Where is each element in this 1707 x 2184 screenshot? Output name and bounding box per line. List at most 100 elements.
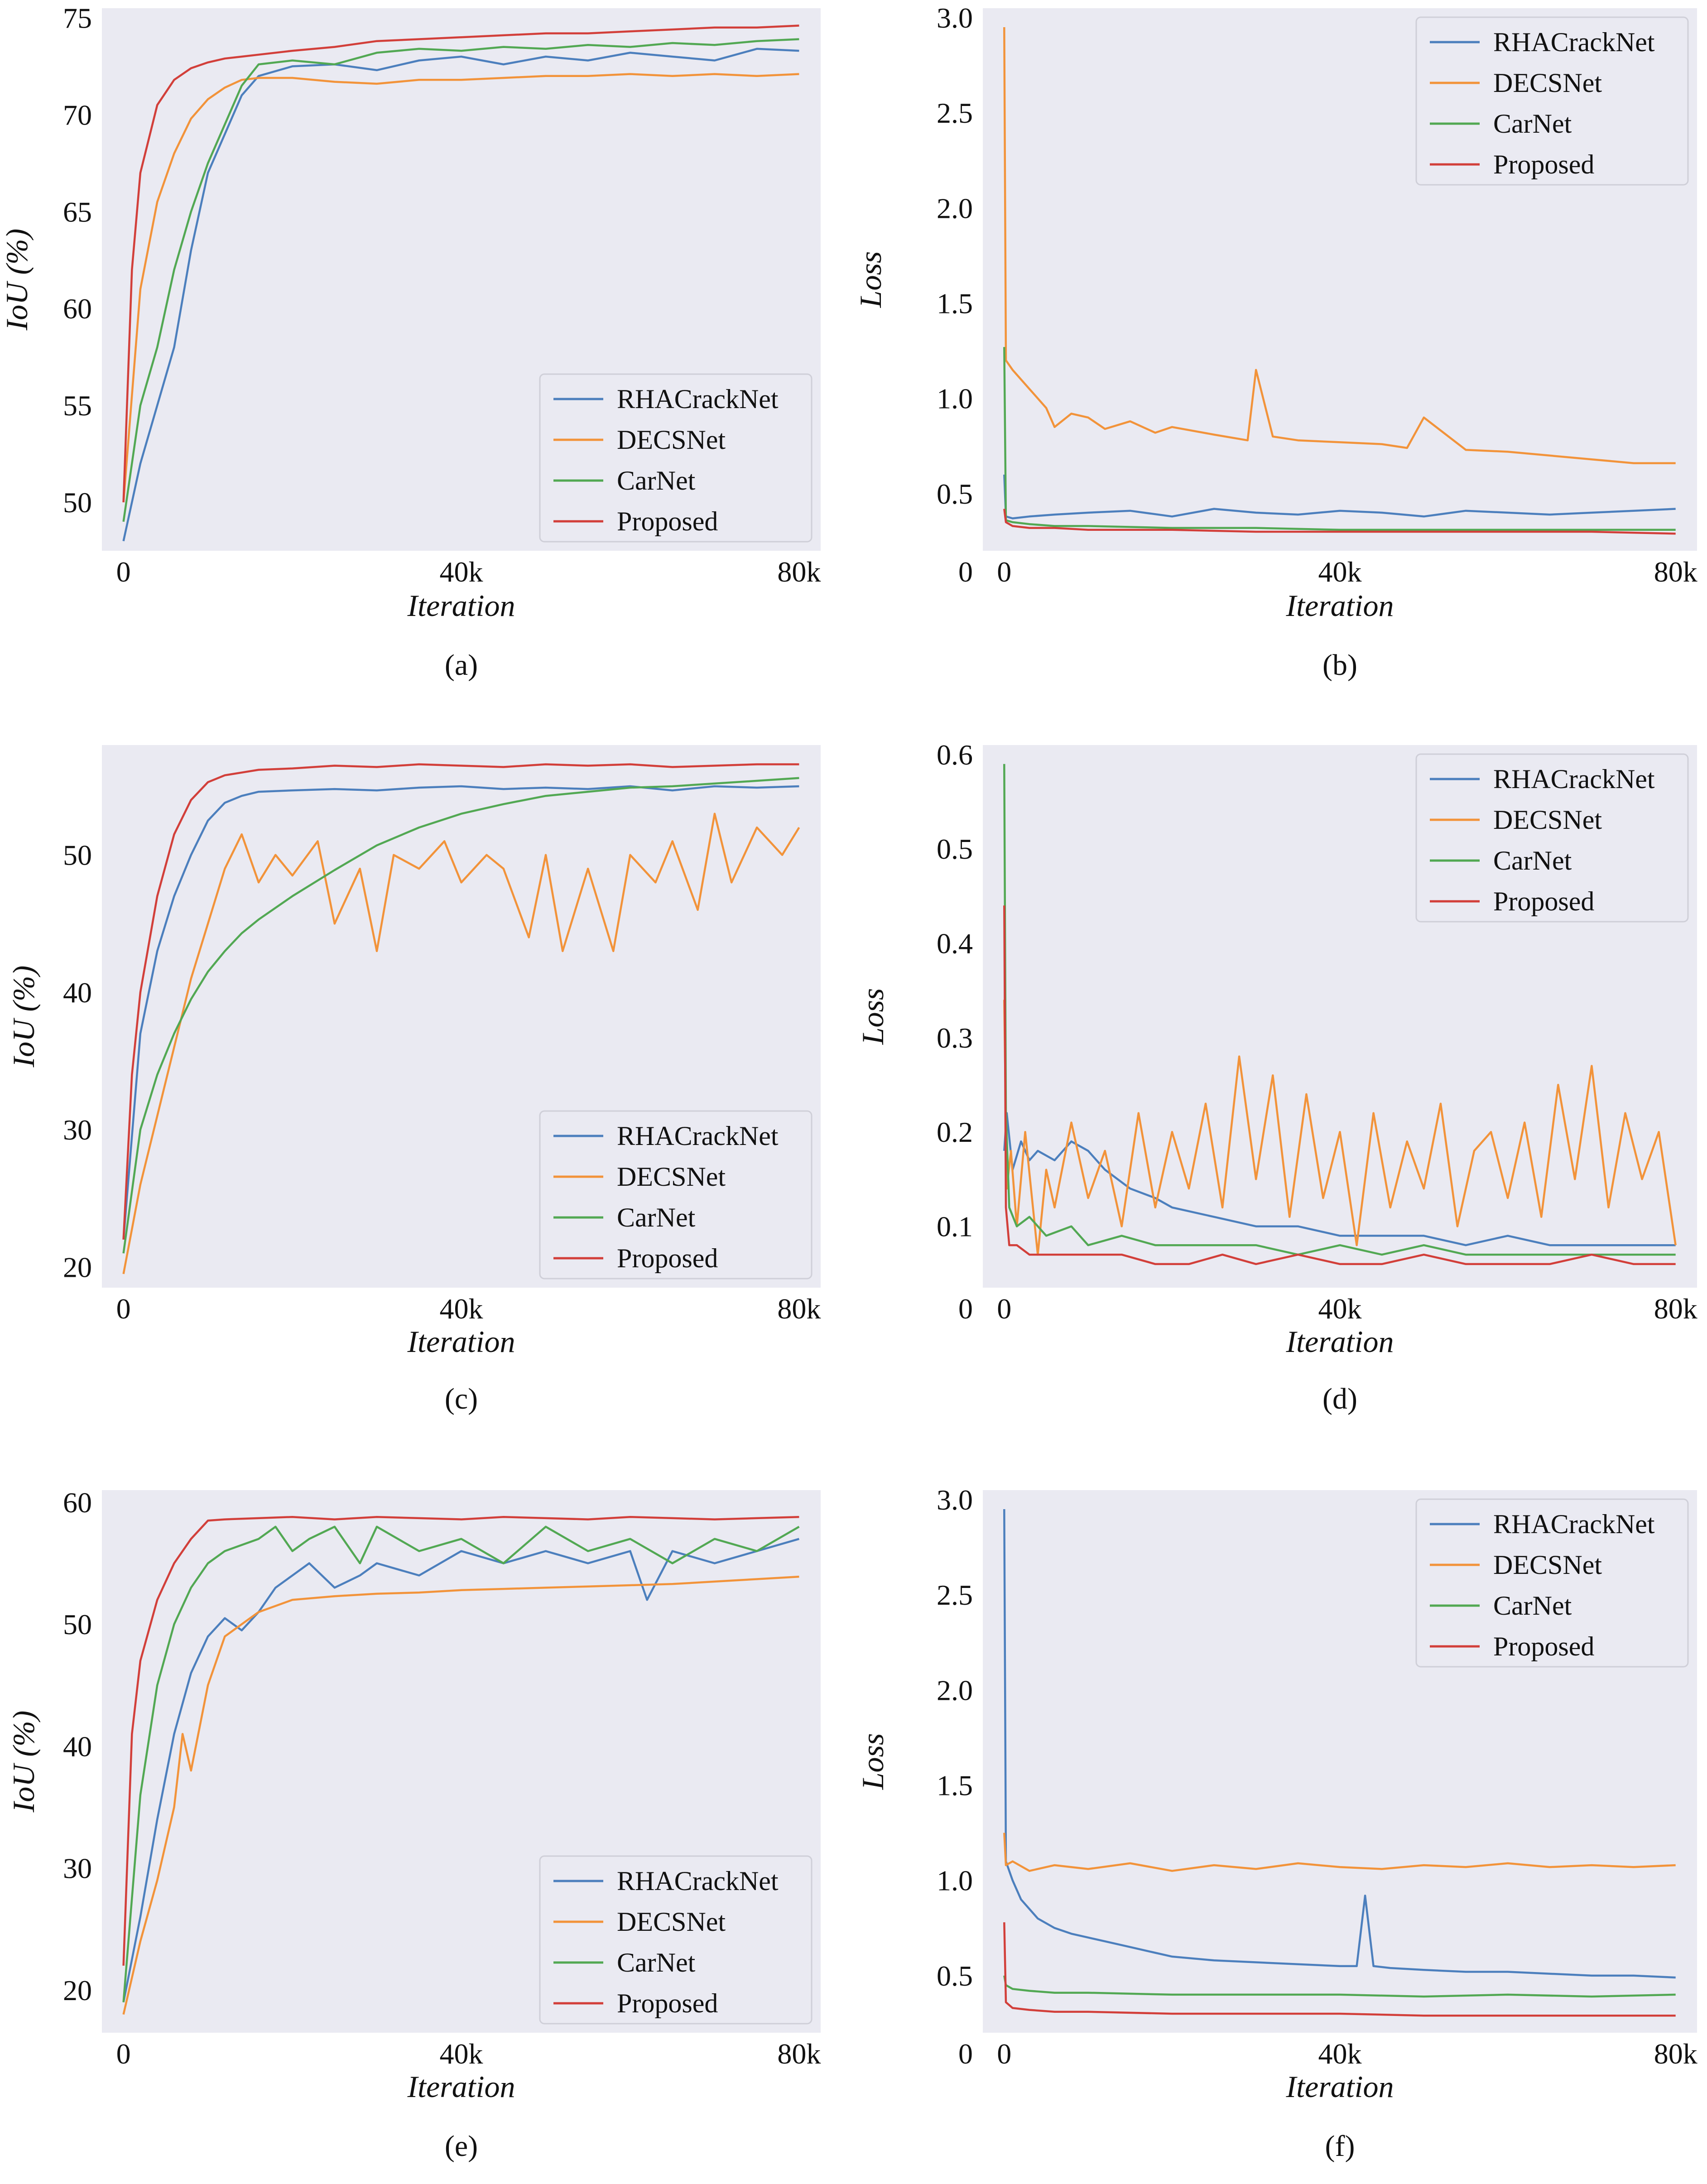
- y-axis-label: Loss: [856, 1733, 890, 1790]
- legend-entry: DECSNet: [1493, 68, 1602, 98]
- legend-entry: CarNet: [1493, 109, 1572, 139]
- series-line-rhacracknet: [122, 1538, 800, 2003]
- chart-panel-f: 0 40k 80k 0.5 1.0 1.5 2.0 2.5 3.0 0 Iteration Loss (…: [856, 1484, 1697, 2163]
- legend-entry: DECSNet: [617, 1162, 726, 1192]
- x-axis-label: Iteration: [1286, 1324, 1394, 1359]
- y-tick-label: 2.5: [937, 97, 973, 129]
- x-axis-label: Iteration: [407, 588, 515, 623]
- series-line-rhacracknet: [122, 785, 799, 1240]
- chart-panel-e: 0 40k 80k 20 30 40 50 60 Iteration IoU (%) (e) RHAC…: [6, 1486, 821, 2163]
- y-tick-label: 50: [63, 839, 92, 871]
- panel-caption: (c): [445, 1382, 478, 1415]
- x-tick-label: 40k: [1318, 556, 1362, 588]
- x-tick-label: 0: [997, 2038, 1011, 2070]
- series-line-rhacracknet: [1003, 1509, 1676, 1979]
- x-tick-label: 40k: [440, 556, 483, 588]
- x-tick-label: 0: [116, 2038, 131, 2070]
- y-tick-label: 0.2: [937, 1116, 973, 1148]
- legend-entry: Proposed: [617, 506, 718, 536]
- series-line-carnet: [122, 777, 799, 1254]
- y-tick-label: 1.5: [937, 1770, 973, 1802]
- legend: RHACrackNet DECSNet CarNet Proposed: [1415, 1498, 1689, 1668]
- series-line-carnet: [1003, 1975, 1676, 1998]
- x-tick-label: 80k: [1654, 2038, 1697, 2070]
- legend-entry: RHACrackNet: [617, 1866, 779, 1896]
- x-tick-label: 40k: [1318, 2038, 1362, 2070]
- legend: RHACrackNet DECSNet CarNet Proposed: [539, 1855, 813, 2025]
- panel-caption: (b): [1322, 649, 1357, 682]
- y-tick-label: 3.0: [937, 2, 973, 34]
- y-tick-label: 75: [63, 2, 92, 34]
- chart-panel-a: 0 40k 80k 50 55 60 65 70 75 Iteration IoU (%) (a) RH…: [0, 2, 821, 682]
- legend-entry: Proposed: [1493, 1631, 1594, 1661]
- y-tick-label: 0.3: [937, 1022, 973, 1054]
- series-line-proposed: [122, 763, 799, 1240]
- y-axis-label: Loss: [853, 251, 888, 308]
- legend-entry: DECSNet: [617, 425, 726, 455]
- series-line-decsnet: [122, 73, 799, 503]
- legend-entry: RHACrackNet: [617, 384, 779, 414]
- series-line-carnet: [1003, 764, 1676, 1256]
- x-tick-label: 0: [997, 1293, 1011, 1325]
- y-tick-label: 30: [63, 1114, 92, 1146]
- legend-entry: DECSNet: [617, 1907, 726, 1937]
- legend-entry: CarNet: [617, 466, 696, 495]
- legend: RHACrackNet DECSNet CarNet Proposed: [1415, 753, 1689, 923]
- x-tick-label: 0: [116, 1293, 131, 1325]
- series-line-decsnet: [1003, 1000, 1677, 1256]
- y-tick-label: 40: [63, 977, 92, 1009]
- x-tick-label: 40k: [1318, 1293, 1362, 1325]
- series-line-decsnet: [1003, 27, 1676, 464]
- x-axis-label: Iteration: [407, 2069, 515, 2104]
- chart-panel-b: 0 40k 80k 0.5 1.0 1.5 2.0 2.5 3.0 0 Iteration Loss (…: [853, 2, 1697, 682]
- series-line-decsnet: [122, 1575, 799, 2015]
- panel-caption: (d): [1322, 1382, 1357, 1415]
- legend-entry: Proposed: [1493, 149, 1594, 179]
- series-line-decsnet: [1003, 1833, 1676, 1872]
- y-tick-label: 55: [63, 390, 92, 422]
- legend-entry: CarNet: [1493, 1591, 1572, 1621]
- legend-box: [539, 373, 813, 543]
- legend: RHACrackNet DECSNet CarNet Proposed: [539, 1110, 813, 1280]
- legend-entry: RHACrackNet: [1493, 764, 1655, 794]
- y-tick-label: 1.0: [937, 383, 973, 415]
- x-tick-label: 0: [116, 556, 131, 588]
- series-line-carnet: [1003, 347, 1676, 531]
- y-tick-label: 1.0: [937, 1865, 973, 1897]
- y-tick-label: 20: [63, 1251, 92, 1284]
- panel-caption: (e): [445, 2130, 478, 2163]
- y-tick-label: 0.5: [937, 833, 973, 865]
- x-axis-label: Iteration: [1286, 588, 1394, 623]
- y-tick-label: 0.4: [937, 928, 973, 960]
- x-tick-label: 80k: [777, 1293, 821, 1325]
- legend-entry: Proposed: [617, 1988, 718, 2018]
- legend-entry: RHACrackNet: [617, 1121, 779, 1151]
- x-tick-label: 40k: [440, 1293, 483, 1325]
- y-tick-label: 0.5: [937, 1960, 973, 1992]
- series-line-proposed: [122, 1515, 799, 1966]
- series-line-proposed: [1003, 905, 1676, 1265]
- legend: RHACrackNet DECSNet CarNet Proposed: [1415, 16, 1689, 186]
- series-line-carnet: [122, 1525, 800, 2002]
- y-axis-label: Loss: [856, 988, 890, 1045]
- y-tick-label: 20: [63, 1974, 92, 2006]
- legend-box: [539, 1855, 813, 2025]
- series-line-proposed: [122, 24, 799, 503]
- legend-entry: CarNet: [617, 1203, 696, 1232]
- y-tick-label: 50: [63, 486, 92, 519]
- series-line-rhacracknet: [1003, 474, 1676, 520]
- series-line-rhacracknet: [122, 48, 799, 542]
- series-line-proposed: [1003, 1922, 1676, 2017]
- series-line-proposed: [1003, 509, 1676, 535]
- x-tick-label: 80k: [777, 2038, 821, 2070]
- origin-tick-label: 0: [958, 556, 973, 588]
- x-tick-label: 0: [997, 556, 1011, 588]
- y-axis-label: IoU (%): [0, 229, 34, 331]
- y-tick-label: 40: [63, 1730, 92, 1762]
- legend-box: [1415, 1498, 1689, 1668]
- legend-entry: CarNet: [617, 1948, 696, 1977]
- chart-panel-c: 0 40k 80k 20 30 40 50 Iteration IoU (%) (c) RHACra…: [6, 745, 821, 1415]
- y-tick-label: 0.6: [937, 739, 973, 771]
- origin-tick-label: 0: [958, 2038, 973, 2070]
